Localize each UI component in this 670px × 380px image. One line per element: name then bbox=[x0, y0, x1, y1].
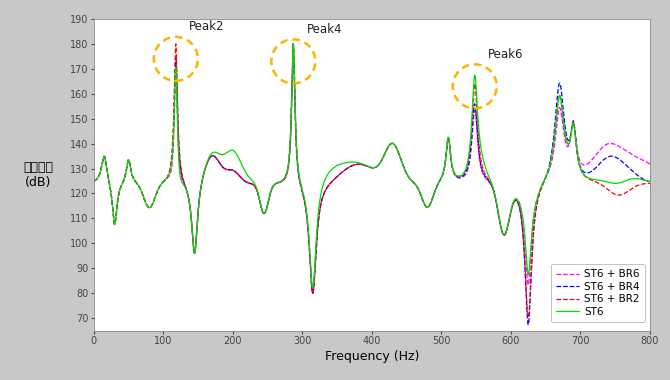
ST6 + BR4 bbox=[533, 203, 541, 207]
ST6 + BR2 bbox=[524, 315, 532, 320]
ST6 bbox=[646, 179, 654, 184]
ST6 + BR2 bbox=[646, 181, 654, 186]
ST6 + BR2 bbox=[90, 179, 98, 184]
ST6 bbox=[624, 178, 632, 182]
ST6 + BR6 bbox=[289, 54, 297, 59]
ST6 + BR4 bbox=[524, 323, 532, 327]
Text: Peak6: Peak6 bbox=[488, 48, 523, 60]
ST6 + BR2 bbox=[624, 189, 632, 194]
Line: ST6: ST6 bbox=[94, 43, 650, 288]
ST6 + BR6 bbox=[230, 169, 239, 173]
ST6 bbox=[309, 285, 317, 290]
ST6 + BR4 bbox=[90, 179, 98, 184]
ST6 + BR6 bbox=[533, 198, 541, 202]
ST6 bbox=[533, 198, 541, 203]
Legend: ST6 + BR6, ST6 + BR4, ST6 + BR2, ST6: ST6 + BR6, ST6 + BR4, ST6 + BR2, ST6 bbox=[551, 264, 645, 322]
ST6 + BR6 bbox=[646, 162, 654, 166]
Text: Peak2: Peak2 bbox=[189, 20, 224, 33]
ST6 + BR6 bbox=[584, 162, 592, 166]
ST6 + BR2 bbox=[289, 41, 297, 46]
ST6 + BR6 bbox=[145, 205, 153, 210]
ST6 + BR6 bbox=[90, 179, 98, 184]
ST6 bbox=[145, 205, 153, 210]
ST6 + BR2 bbox=[230, 169, 239, 173]
ST6 bbox=[230, 149, 239, 154]
Y-axis label: 전달함수
(dB): 전달함수 (dB) bbox=[23, 161, 53, 189]
ST6 + BR6 bbox=[546, 165, 554, 169]
ST6 bbox=[584, 175, 592, 180]
ST6 + BR6 bbox=[309, 291, 317, 296]
X-axis label: Frequency (Hz): Frequency (Hz) bbox=[325, 350, 419, 363]
ST6 + BR4 bbox=[584, 171, 592, 175]
ST6 + BR4 bbox=[145, 205, 153, 210]
ST6 + BR2 bbox=[145, 205, 153, 210]
ST6 bbox=[546, 162, 554, 166]
ST6 + BR4 bbox=[230, 169, 239, 173]
ST6 + BR6 bbox=[624, 149, 632, 154]
Line: ST6 + BR2: ST6 + BR2 bbox=[94, 44, 650, 317]
ST6 + BR2 bbox=[533, 202, 541, 207]
ST6 + BR4 bbox=[546, 159, 554, 163]
ST6 + BR4 bbox=[289, 41, 297, 46]
ST6 + BR4 bbox=[624, 164, 632, 169]
Line: ST6 + BR6: ST6 + BR6 bbox=[94, 56, 650, 294]
Text: Peak4: Peak4 bbox=[306, 23, 342, 36]
ST6 + BR2 bbox=[546, 162, 554, 166]
ST6 + BR4 bbox=[646, 179, 654, 184]
ST6 bbox=[90, 179, 98, 184]
ST6 + BR2 bbox=[584, 176, 592, 180]
Line: ST6 + BR4: ST6 + BR4 bbox=[94, 44, 650, 325]
ST6 bbox=[289, 41, 297, 46]
